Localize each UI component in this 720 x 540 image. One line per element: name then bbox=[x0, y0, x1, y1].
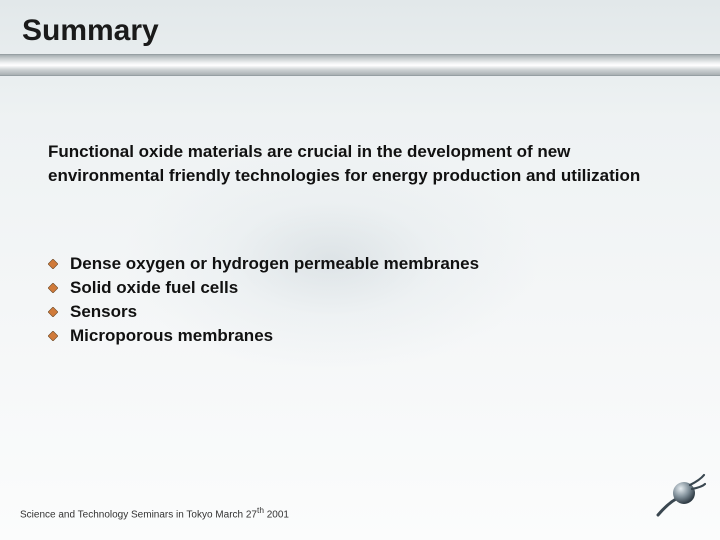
list-item-label: Microporous membranes bbox=[70, 326, 273, 346]
corner-decoration-icon bbox=[652, 467, 706, 526]
list-item: Dense oxygen or hydrogen permeable membr… bbox=[48, 254, 660, 274]
footer-prefix: Science and Technology Seminars in Tokyo… bbox=[20, 509, 257, 520]
diamond-bullet-icon bbox=[48, 283, 70, 293]
list-item-label: Solid oxide fuel cells bbox=[70, 278, 238, 298]
diamond-bullet-icon bbox=[48, 259, 70, 269]
divider-bar bbox=[0, 54, 720, 76]
bullet-list: Dense oxygen or hydrogen permeable membr… bbox=[48, 254, 660, 350]
list-item-label: Sensors bbox=[70, 302, 137, 322]
title-band: Summary bbox=[0, 14, 720, 76]
slide-title: Summary bbox=[0, 14, 720, 54]
list-item: Sensors bbox=[48, 302, 660, 322]
list-item: Microporous membranes bbox=[48, 326, 660, 346]
list-item: Solid oxide fuel cells bbox=[48, 278, 660, 298]
diamond-bullet-icon bbox=[48, 307, 70, 317]
footer-text: Science and Technology Seminars in Tokyo… bbox=[20, 505, 289, 520]
footer-year: 2001 bbox=[264, 509, 289, 520]
footer-ordinal: th bbox=[257, 505, 264, 515]
list-item-label: Dense oxygen or hydrogen permeable membr… bbox=[70, 254, 479, 274]
slide: Summary Functional oxide materials are c… bbox=[0, 0, 720, 540]
body-paragraph: Functional oxide materials are crucial i… bbox=[48, 140, 660, 188]
diamond-bullet-icon bbox=[48, 331, 70, 341]
